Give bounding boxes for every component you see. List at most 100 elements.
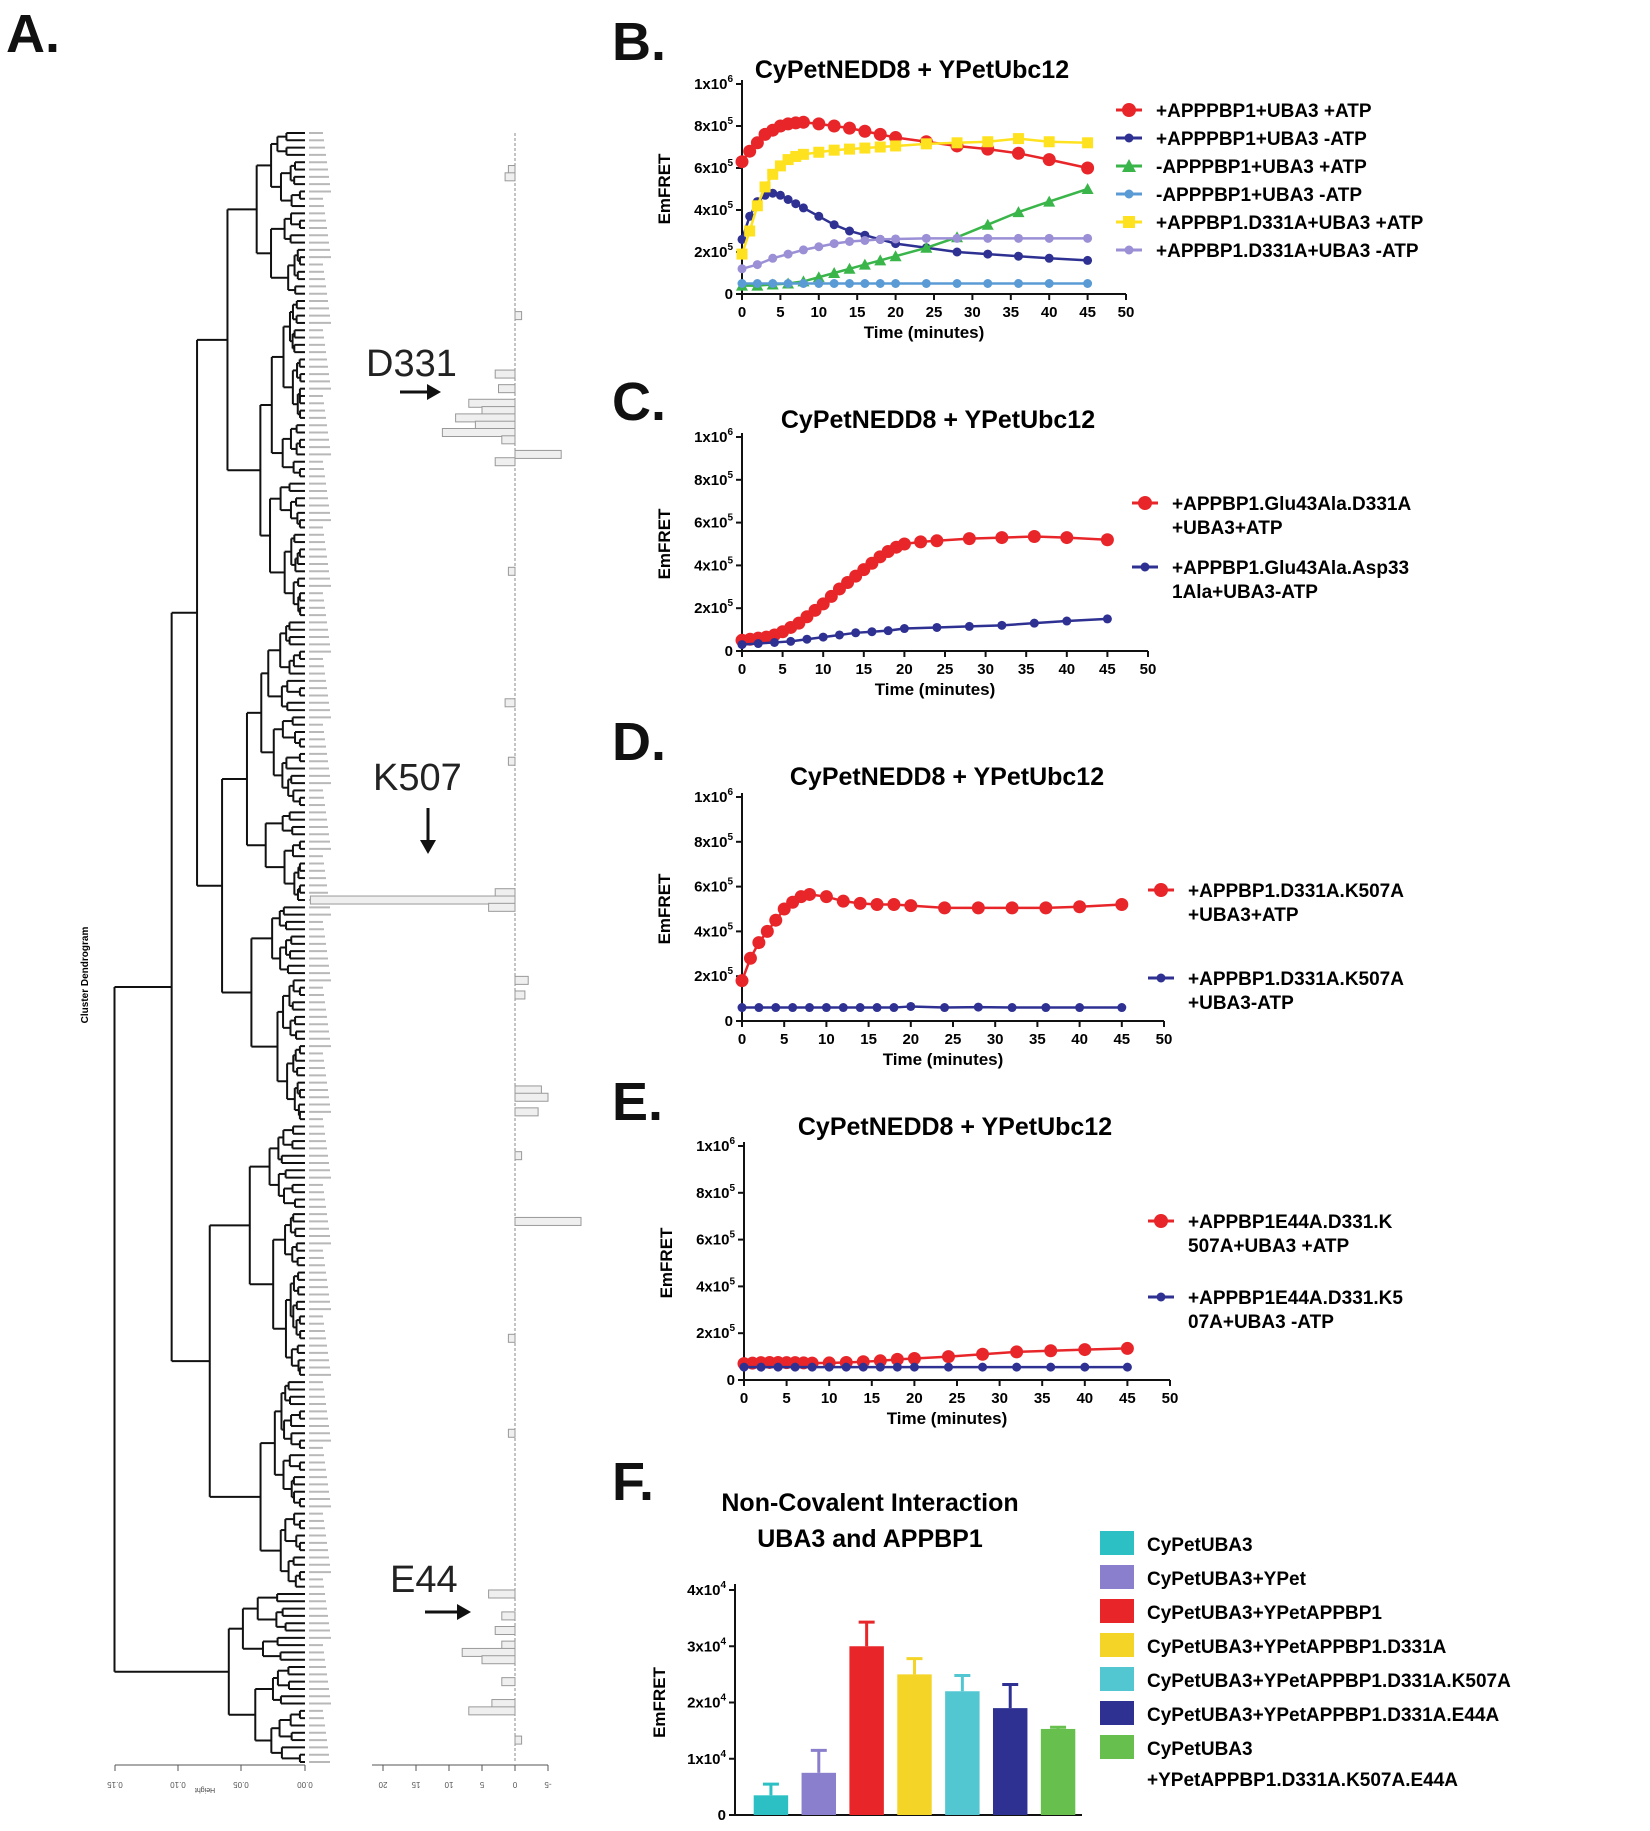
legend-label: +APPBP1.Glu43Ala.Asp33 1Ala+UBA3-ATP — [1172, 558, 1409, 603]
data-point — [798, 203, 808, 213]
data-point — [889, 250, 902, 262]
dendrogram-title: Cluster Dendrogram — [80, 927, 91, 1024]
panel-label-a: A. — [6, 4, 60, 64]
data-point — [853, 896, 867, 910]
data-point — [743, 951, 757, 965]
series-4 — [736, 133, 1094, 260]
annotation-d331: D331 — [366, 343, 457, 385]
data-point — [829, 220, 839, 230]
data-point — [930, 534, 944, 548]
legend-item-1: +APPBP1.D331A.K507A +UBA3-ATP — [1148, 969, 1404, 1014]
y-tick-label: 8x105 — [694, 470, 733, 489]
data-point — [814, 242, 824, 252]
legend-swatch — [1100, 1701, 1134, 1725]
legend-marker — [1156, 973, 1166, 983]
data-point — [1080, 1362, 1090, 1372]
bar-tick-label: 0 — [512, 1780, 517, 1789]
bar-1 — [801, 1772, 837, 1815]
legend-item-1: +APPBP1.Glu43Ala.Asp33 1Ala+UBA3-ATP — [1132, 558, 1409, 603]
data-point — [773, 1362, 783, 1372]
bar-2 — [849, 1646, 884, 1815]
series-3 — [737, 279, 1093, 288]
deviation-bar — [504, 172, 516, 182]
y-tick-label: 8x105 — [694, 116, 733, 135]
deviation-bar — [507, 1428, 516, 1438]
data-point — [841, 1362, 851, 1372]
deviation-bar — [514, 1735, 523, 1745]
y-tick-label: 6x105 — [696, 1230, 735, 1249]
dendrogram-tick-label: 0.00 — [297, 1780, 313, 1789]
data-point — [1078, 1343, 1092, 1357]
legend-item-0: +APPBP1.Glu43Ala.D331A +UBA3+ATP — [1132, 494, 1411, 539]
deviation-bar — [309, 895, 516, 905]
data-point — [769, 913, 783, 927]
data-point — [867, 627, 877, 637]
data-point — [932, 622, 942, 632]
panel-a-dendrogram: Cluster Dendrogram Height 0.15 0.10 0.05 0.… — [80, 132, 582, 1793]
data-point — [828, 144, 840, 156]
data-point — [745, 211, 755, 221]
data-point — [743, 144, 757, 158]
legend-marker — [1138, 496, 1152, 510]
data-point — [783, 279, 793, 288]
x-tick-label: 30 — [987, 1031, 1004, 1048]
legend-item-0: CyPetUBA3 — [1100, 1531, 1253, 1556]
data-point — [983, 233, 993, 243]
y-tick-label: 2x105 — [694, 598, 733, 617]
annotation-k507: K507 — [373, 757, 462, 799]
data-point — [899, 624, 909, 634]
series-line — [741, 237, 1088, 271]
data-point — [813, 146, 825, 158]
data-point — [1044, 253, 1054, 263]
data-point — [760, 924, 774, 938]
data-point — [1062, 616, 1072, 626]
deviation-bar — [514, 1216, 582, 1226]
panel-label-b: B. — [612, 12, 666, 72]
data-point — [858, 124, 872, 138]
legend-item-4: CyPetUBA3+YPetAPPBP1.D331A.K507A — [1100, 1667, 1511, 1692]
data-point — [812, 117, 826, 131]
data-point — [786, 636, 796, 646]
legend-swatch — [1100, 1667, 1134, 1691]
y-tick-label: 0 — [725, 286, 733, 303]
data-point — [803, 887, 817, 901]
x-axis-label: Time (minutes) — [864, 323, 985, 342]
legend-item-5: +APPBP1.D331A+UBA3 -ATP — [1116, 241, 1419, 262]
data-point — [976, 1347, 990, 1361]
y-tick-label: 0 — [725, 1013, 733, 1030]
data-point — [971, 901, 985, 915]
y-tick-label: 6x105 — [694, 158, 733, 177]
y-tick-label: 4x105 — [694, 555, 733, 574]
y-tick-label: 1x104 — [687, 1749, 726, 1768]
data-point — [737, 279, 747, 288]
x-axis-label: Time (minutes) — [875, 680, 996, 699]
x-tick-label: 45 — [1113, 1031, 1130, 1048]
data-point — [752, 936, 766, 950]
legend-label: CyPetUBA3+YPetAPPBP1.D331A — [1147, 1637, 1447, 1658]
deviation-bar — [501, 1677, 516, 1687]
legend-marker — [1123, 216, 1135, 228]
x-tick-label: 50 — [1140, 661, 1157, 678]
x-tick-label: 0 — [738, 304, 746, 321]
data-point — [775, 190, 785, 200]
bar-3 — [897, 1674, 932, 1815]
x-tick-label: 20 — [896, 661, 913, 678]
data-point — [962, 532, 976, 546]
bar-5 — [992, 1708, 1028, 1815]
y-tick-label: 2x105 — [694, 242, 733, 261]
y-tick-label: 1x106 — [694, 787, 733, 806]
data-point — [843, 262, 856, 274]
legend-label: CyPetUBA3+YPetAPPBP1 — [1147, 1603, 1382, 1624]
annotation-arrowhead — [457, 1604, 471, 1620]
data-point — [906, 1001, 916, 1011]
y-tick-label: 4x104 — [687, 1580, 726, 1599]
y-tick-label: 0 — [727, 1372, 735, 1389]
x-tick-label: 15 — [863, 1390, 880, 1407]
data-point — [1044, 1344, 1058, 1358]
panel-label-e: E. — [612, 1072, 663, 1132]
data-point — [855, 1003, 865, 1013]
data-point — [1029, 618, 1039, 628]
data-point — [783, 249, 793, 259]
x-tick-label: 45 — [1099, 661, 1116, 678]
